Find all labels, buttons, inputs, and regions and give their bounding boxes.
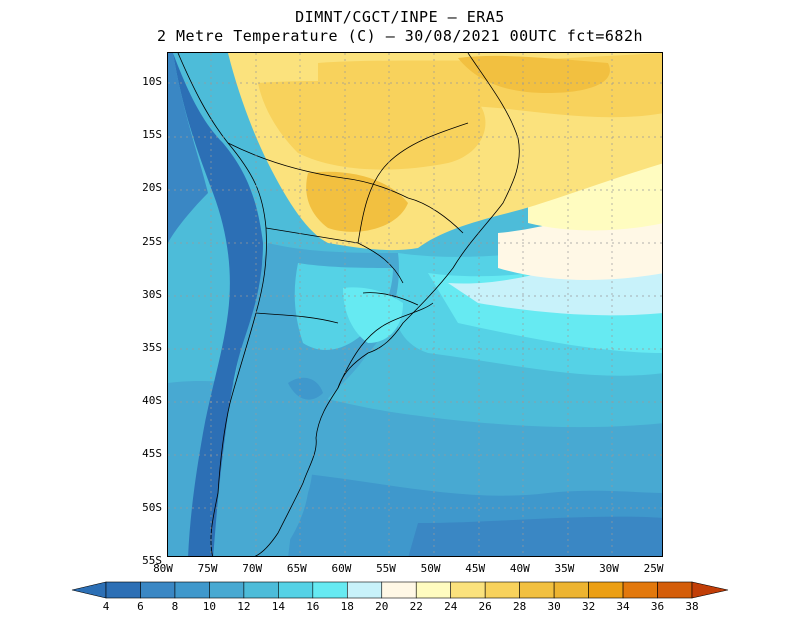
colorbar-label: 32 bbox=[581, 600, 596, 613]
colorbar-label: 4 bbox=[102, 600, 110, 613]
lon-label: 35W bbox=[554, 562, 575, 575]
colorbar bbox=[71, 581, 729, 599]
colorbar-bin bbox=[450, 581, 486, 599]
colorbar-label: 34 bbox=[616, 600, 630, 613]
colorbar-label: 14 bbox=[271, 600, 285, 613]
colorbar-bin bbox=[381, 581, 417, 599]
colorbar-bin bbox=[657, 581, 693, 599]
coastlines-borders bbox=[168, 53, 662, 556]
colorbar-label: 24 bbox=[444, 600, 458, 613]
colorbar-bin bbox=[209, 581, 245, 599]
colorbar-label: 30 bbox=[547, 600, 561, 613]
colorbar-min-arrow bbox=[71, 581, 107, 599]
colorbar-bin bbox=[174, 581, 210, 599]
lon-label: 25W bbox=[643, 562, 664, 575]
colorbar-bin bbox=[140, 581, 176, 599]
lon-label: 55W bbox=[376, 562, 396, 575]
colorbar-bin bbox=[105, 581, 141, 599]
colorbar-bin bbox=[588, 581, 624, 599]
colorbar-label: 36 bbox=[650, 600, 665, 613]
lon-label: 30W bbox=[599, 562, 619, 575]
colorbar-bin bbox=[312, 581, 348, 599]
lon-label: 65W bbox=[286, 562, 307, 575]
colorbar-bin bbox=[553, 581, 589, 599]
colorbar-label: 28 bbox=[513, 600, 527, 613]
colorbar-label: 26 bbox=[478, 600, 492, 613]
lon-label: 75W bbox=[197, 562, 218, 575]
colorbar-bin bbox=[346, 581, 383, 599]
colorbar-label: 16 bbox=[306, 600, 320, 613]
lat-label: 50S bbox=[142, 500, 162, 514]
lat-label: 40S bbox=[142, 394, 162, 408]
lon-label: 70W bbox=[242, 562, 263, 575]
colorbar-label: 18 bbox=[340, 600, 354, 613]
colorbar-bin bbox=[243, 581, 279, 599]
lat-label: 35S bbox=[142, 341, 162, 354]
lat-label: 30S bbox=[142, 287, 162, 301]
lon-label: 45W bbox=[465, 562, 486, 575]
colorbar-bin bbox=[484, 581, 520, 599]
lon-label: 60W bbox=[331, 562, 352, 575]
chart-title-line2: 2 Metre Temperature (C) – 30/08/2021 00U… bbox=[156, 27, 644, 45]
lat-label: 20S bbox=[142, 181, 162, 195]
lon-label: 50W bbox=[420, 562, 441, 575]
lat-label: 55S bbox=[142, 553, 162, 567]
colorbar-label: 10 bbox=[202, 600, 217, 613]
colorbar-bin bbox=[278, 581, 314, 599]
colorbar-label: 22 bbox=[409, 600, 423, 613]
colorbar-bin bbox=[415, 581, 452, 599]
colorbar-bin bbox=[519, 581, 555, 599]
colorbar-label: 38 bbox=[685, 600, 699, 613]
colorbar-label: 6 bbox=[137, 600, 144, 613]
colorbar-label: 12 bbox=[237, 600, 251, 613]
lat-label: 15S bbox=[142, 128, 162, 142]
colorbar-max-arrow bbox=[691, 581, 729, 599]
lat-label: 25S bbox=[142, 234, 162, 248]
chart-title-line1: DIMNT/CGCT/INPE – ERA5 bbox=[295, 8, 505, 26]
temperature-map bbox=[167, 52, 663, 557]
lat-label: 45S bbox=[142, 447, 162, 461]
lon-label: 80W bbox=[153, 562, 173, 575]
colorbar-bin bbox=[622, 581, 658, 599]
colorbar-label: 20 bbox=[375, 600, 389, 613]
lon-label: 40W bbox=[509, 562, 530, 575]
lat-label: 10S bbox=[142, 75, 162, 88]
colorbar-label: 8 bbox=[171, 600, 179, 613]
